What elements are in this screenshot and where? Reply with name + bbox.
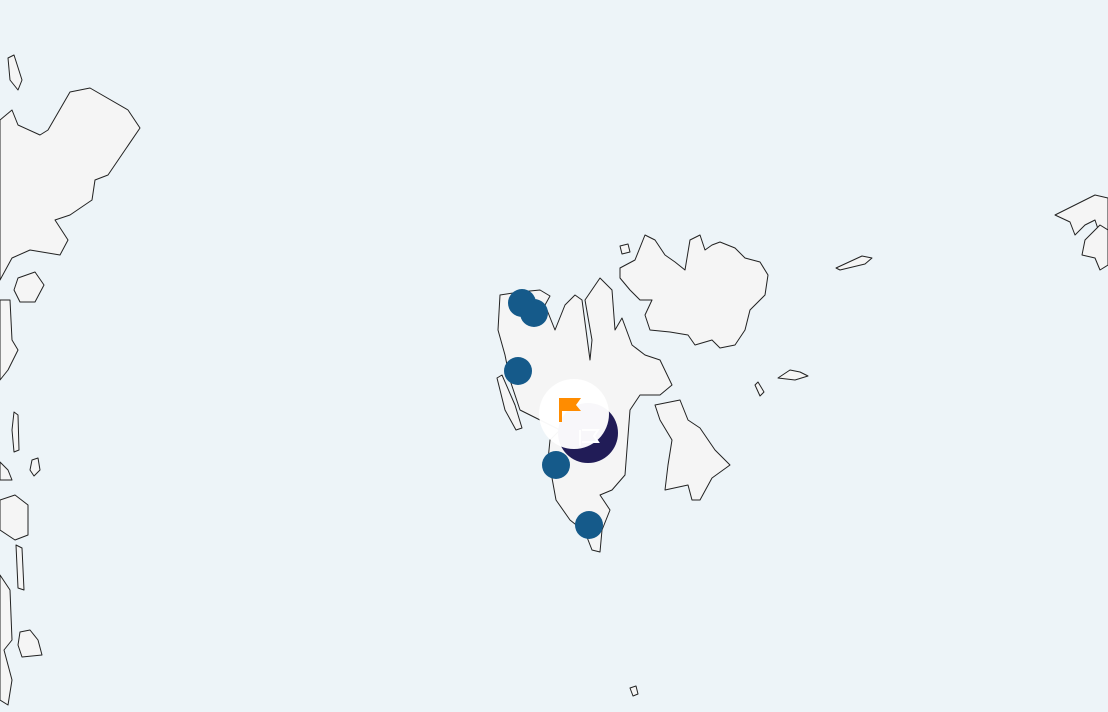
selected-location-marker[interactable] xyxy=(539,379,618,463)
greenland-landmass xyxy=(0,54,141,706)
poi-marker[interactable] xyxy=(575,511,603,539)
flag-icon xyxy=(559,398,581,422)
poi-marker[interactable] xyxy=(520,299,548,327)
poi-marker[interactable] xyxy=(542,451,570,479)
flag-marker-background xyxy=(539,379,609,449)
poi-markers xyxy=(504,289,603,539)
franz-josef-land-landmass xyxy=(1054,194,1108,271)
poi-marker[interactable] xyxy=(504,357,532,385)
